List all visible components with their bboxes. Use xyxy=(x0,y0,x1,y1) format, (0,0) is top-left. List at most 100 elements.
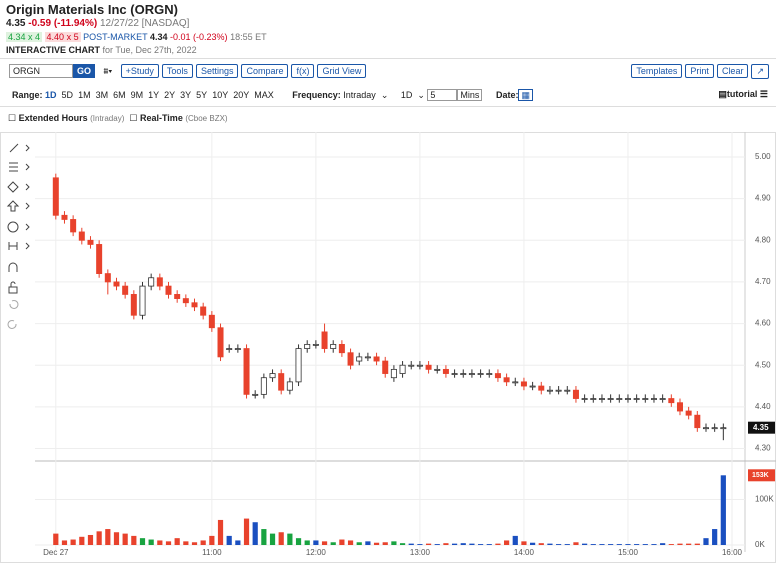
range-option[interactable]: 1D xyxy=(45,90,57,100)
frame xyxy=(0,132,776,563)
tutorial[interactable]: tutorial xyxy=(726,89,758,99)
candle-body xyxy=(503,377,510,383)
y-tick-label: 4.70 xyxy=(755,277,771,286)
volume-bar xyxy=(425,543,432,545)
volume-bar xyxy=(87,534,94,545)
range-option[interactable]: 5Y xyxy=(196,90,208,100)
range-option[interactable]: 10Y xyxy=(212,90,229,100)
expand[interactable]: ↗ xyxy=(751,64,769,79)
label: INTERACTIVE CHART xyxy=(6,45,100,55)
candle-body xyxy=(217,327,224,358)
checkbox[interactable]: ☐ xyxy=(129,113,138,123)
volume-bar xyxy=(556,544,562,545)
range-option[interactable]: 3M xyxy=(95,90,109,100)
action-button[interactable]: Templates xyxy=(631,64,683,78)
drawing-tools[interactable] xyxy=(6,143,30,329)
change: -0.59 (-11.94%) xyxy=(28,18,98,29)
candle-body xyxy=(451,373,458,375)
chart: 4.30 4.40 4.50 4.60 4.70 4.80 4.90 5.00 0K 100K De… xyxy=(0,132,776,563)
range-label: Range: xyxy=(12,90,43,100)
tool-button[interactable]: Settings xyxy=(195,64,239,78)
candle-body xyxy=(364,356,371,359)
tool-button[interactable]: Compare xyxy=(241,64,289,78)
range-option[interactable]: 1M xyxy=(78,90,91,100)
range-option[interactable]: 2Y xyxy=(164,90,176,100)
candle-body xyxy=(520,381,527,387)
price-tag xyxy=(748,421,775,434)
action-button[interactable]: Clear xyxy=(716,64,749,78)
volume-bar xyxy=(304,540,310,545)
candle-body xyxy=(494,373,501,379)
candle-body xyxy=(226,348,233,350)
volume-bar xyxy=(356,542,362,545)
volume-bar xyxy=(573,542,579,545)
candle-body xyxy=(442,368,449,374)
range-bar: Range: 1D 5D 1M 3M 6M 9M 1Y 2Y 3Y 5Y 10Y 20Y MAX Fre… xyxy=(12,89,538,101)
volume-bar xyxy=(243,518,250,545)
volume-bar xyxy=(443,543,449,545)
range-option[interactable]: 3Y xyxy=(180,90,192,100)
range-option[interactable]: 20Y xyxy=(233,90,250,100)
range-option[interactable]: 9M xyxy=(130,90,144,100)
volume-bar xyxy=(183,541,189,545)
volume-bar xyxy=(512,535,518,545)
volume-bar xyxy=(113,532,120,545)
volume-bar xyxy=(321,541,328,545)
tool-button[interactable]: f(x) xyxy=(291,64,315,78)
candle-body xyxy=(338,343,345,354)
volume-bar xyxy=(564,544,570,545)
options: ☐ Extended Hours (Intraday) ☐ Real-Time … xyxy=(8,113,228,124)
candle-body xyxy=(468,373,475,375)
candle-body xyxy=(529,385,536,388)
volume-bar xyxy=(399,543,406,545)
symbol-input[interactable]: ORGN xyxy=(9,64,73,78)
range-option[interactable]: 5D xyxy=(61,90,74,100)
volume-bar xyxy=(148,539,154,545)
frequency[interactable]: Intraday xyxy=(343,90,376,100)
tool-button[interactable]: Tools xyxy=(161,64,193,78)
candle-body xyxy=(538,385,545,391)
candle-body xyxy=(512,381,519,384)
volume-bar xyxy=(651,544,657,545)
candle-body xyxy=(555,389,562,392)
period[interactable]: 1D xyxy=(400,90,413,100)
volume-bar xyxy=(330,542,336,545)
unit: Mins xyxy=(457,89,483,101)
range-option[interactable]: MAX xyxy=(254,90,274,100)
candle-body xyxy=(139,285,146,316)
y-tick-label: 100K xyxy=(755,495,774,504)
calendar[interactable]: ▦ xyxy=(518,89,533,101)
range-option[interactable]: 6M xyxy=(113,90,126,100)
volume-bar xyxy=(599,544,605,545)
volume-bar xyxy=(582,543,588,545)
volume-bar xyxy=(61,540,68,545)
range-option[interactable]: 1Y xyxy=(148,90,160,100)
candle-body xyxy=(165,285,172,295)
candle-body xyxy=(572,389,579,399)
tool-button[interactable]: +Study xyxy=(120,64,159,78)
candle-body xyxy=(425,364,432,370)
go-button[interactable]: GO xyxy=(73,64,96,78)
candle-body xyxy=(174,294,181,299)
action-button[interactable]: Print xyxy=(685,64,714,78)
interval[interactable]: 5 xyxy=(427,89,458,101)
volume-bar xyxy=(703,538,709,545)
date: 12/27/22 [NASDAQ] xyxy=(99,18,190,29)
candle-body xyxy=(330,343,337,349)
tool-button[interactable]: Grid View xyxy=(317,64,367,78)
type-select[interactable]: ⩩▾ xyxy=(103,66,113,76)
volume-bar xyxy=(677,543,683,545)
y-tick-label: 4.60 xyxy=(755,319,771,328)
volume-bar xyxy=(365,541,371,545)
price-tag-label: 4.35 xyxy=(753,423,769,432)
candle-body xyxy=(356,356,363,362)
candle-body xyxy=(78,231,85,241)
candle-body xyxy=(633,398,640,400)
volume-bar xyxy=(590,544,596,545)
candle-body xyxy=(668,398,675,404)
volume-bar xyxy=(686,543,692,545)
candle-body xyxy=(694,414,701,429)
volume-bar xyxy=(668,544,674,545)
checkbox[interactable]: ☐ xyxy=(8,113,17,123)
volume-bar xyxy=(131,535,137,545)
